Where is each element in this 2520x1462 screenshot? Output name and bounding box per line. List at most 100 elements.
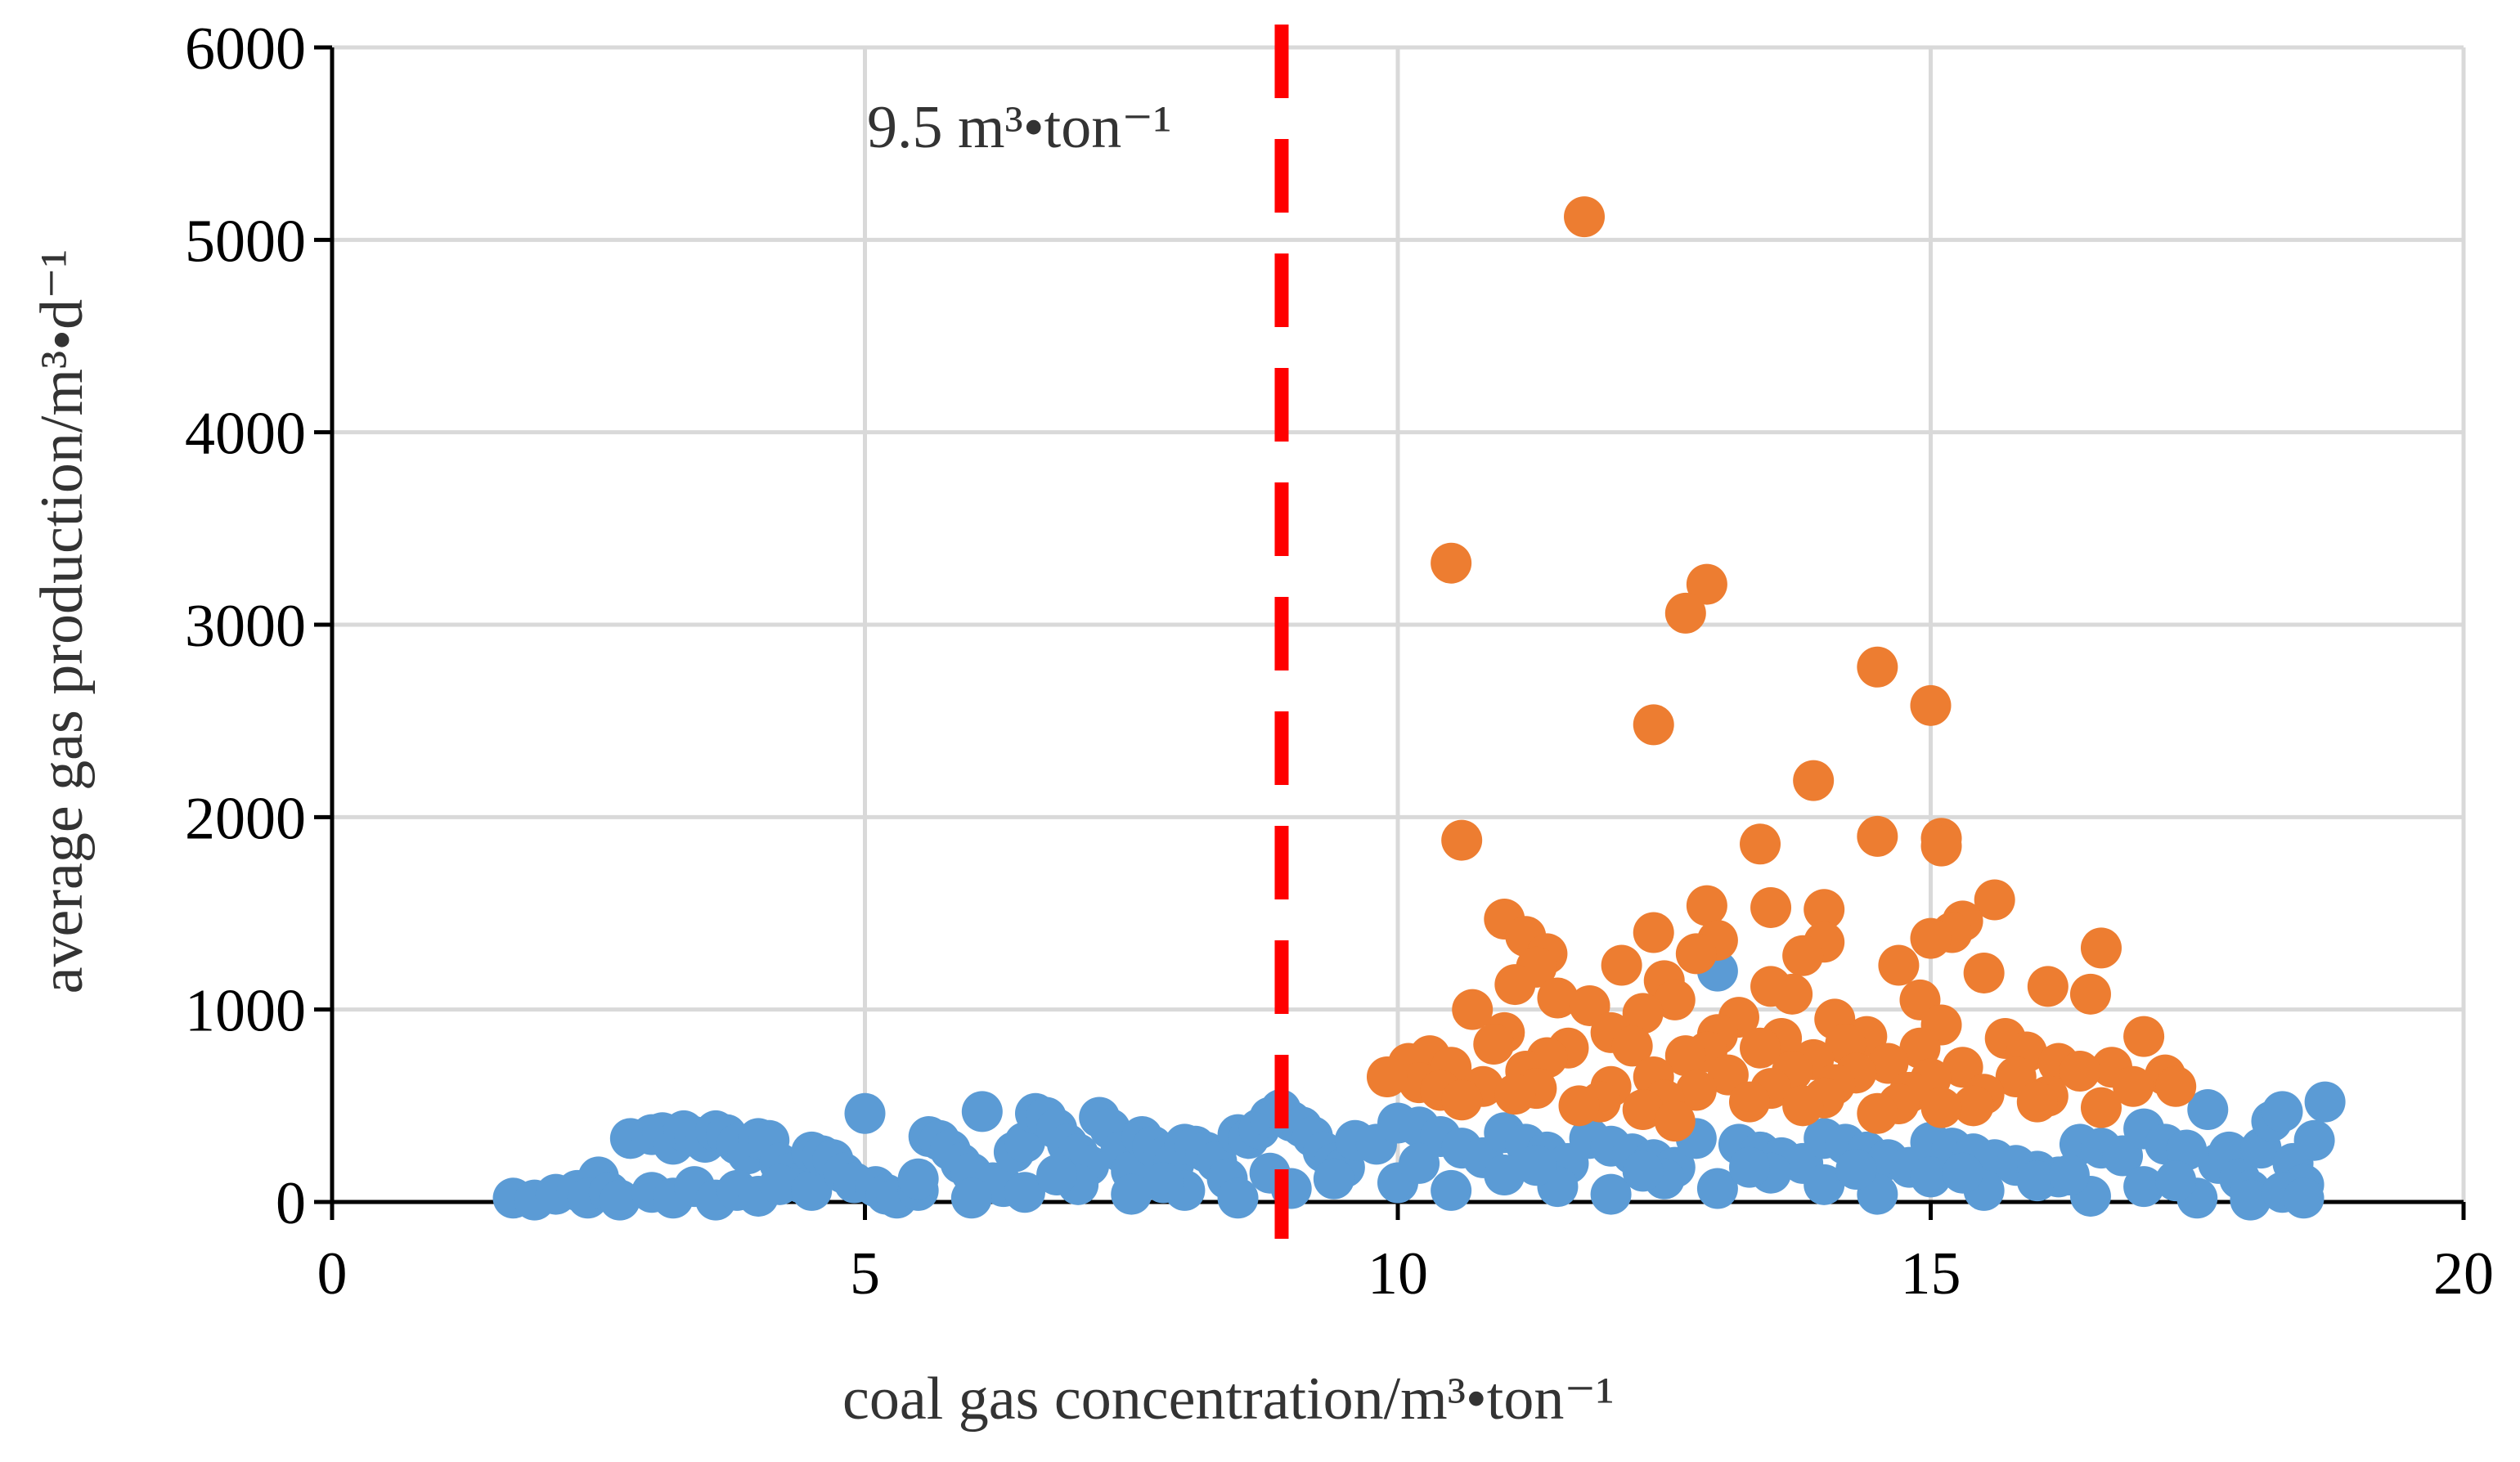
data-point <box>759 1164 801 1205</box>
x-tick-label: 10 <box>1368 1240 1428 1307</box>
y-tick-label: 6000 <box>185 16 306 83</box>
threshold-label: 9.5 m³•ton⁻¹ <box>867 94 1171 161</box>
y-axis-title: average gas production/m³•d⁻¹ <box>29 249 96 994</box>
data-point <box>2016 1160 2058 1202</box>
data-point <box>1036 1155 1078 1196</box>
data-point <box>1664 1035 1706 1077</box>
data-point <box>1740 1027 1781 1069</box>
data-point <box>1772 973 1813 1015</box>
data-point <box>1622 1089 1664 1131</box>
data-point <box>1728 1146 1770 1188</box>
data-point <box>1431 542 1472 584</box>
data-point <box>2080 927 2122 969</box>
y-gridlines <box>332 45 2464 1012</box>
data-point <box>1484 1155 1525 1196</box>
data-point <box>1952 1085 1994 1127</box>
data-point <box>1782 935 1824 976</box>
data-point <box>2155 1160 2197 1202</box>
y-tick-label: 1000 <box>185 978 306 1045</box>
data-point <box>1441 819 1483 861</box>
data-point <box>1686 563 1727 605</box>
data-point <box>1654 979 1696 1020</box>
data-point <box>1910 684 1952 726</box>
y-tick-label: 5000 <box>185 208 306 275</box>
data-point <box>1686 885 1727 926</box>
data-point <box>1696 1168 1738 1209</box>
data-point <box>2262 1091 2303 1132</box>
y-tick-label: 0 <box>276 1170 306 1237</box>
data-point <box>2016 1081 2058 1123</box>
data-point <box>2048 1155 2090 1196</box>
data-point <box>1516 1145 1557 1186</box>
x-tick-labels: 0 5 10 15 20 <box>317 1240 2495 1307</box>
x-tick-label: 20 <box>2433 1240 2494 1307</box>
x-axis-title: coal gas concentration/m³•ton⁻¹ <box>842 1366 1615 1433</box>
data-point <box>2304 1081 2346 1123</box>
x-tick-label: 0 <box>317 1240 348 1307</box>
x-tick-label: 15 <box>1901 1240 1961 1307</box>
data-point <box>844 1092 886 1134</box>
series-below-threshold <box>492 950 2346 1221</box>
data-point <box>2027 966 2069 1007</box>
y-tick-labels: 0 1000 2000 3000 4000 5000 6000 <box>185 16 306 1237</box>
data-point <box>2069 973 2111 1015</box>
data-point <box>1622 993 1664 1034</box>
data-point <box>2123 1016 2165 1057</box>
data-point <box>961 1091 1003 1132</box>
data-point <box>2230 1179 2271 1221</box>
data-point <box>1633 912 1674 953</box>
data-point <box>1399 1142 1440 1184</box>
data-point <box>1857 1092 1898 1134</box>
data-point <box>1857 646 1898 688</box>
data-point <box>1473 1024 1515 1065</box>
data-point <box>2059 1050 2100 1092</box>
data-point <box>1111 1173 1152 1215</box>
data-point <box>1857 815 1898 857</box>
data-point <box>1558 1085 1600 1127</box>
data-point <box>1590 1173 1632 1215</box>
data-point <box>1366 1056 1408 1098</box>
data-point <box>1452 989 1494 1030</box>
y-tick-label: 4000 <box>185 401 306 468</box>
data-point <box>1920 1087 1962 1128</box>
data-point <box>1740 823 1781 865</box>
data-point <box>1601 944 1642 986</box>
data-point <box>1537 977 1579 1019</box>
data-point <box>1494 1074 1536 1115</box>
data-point <box>1878 944 1920 986</box>
data-point <box>1217 1177 1259 1219</box>
data-point <box>2293 1119 2335 1161</box>
data-point <box>2166 1129 2208 1171</box>
data-point <box>1793 760 1835 801</box>
data-point <box>791 1169 833 1211</box>
data-point <box>1728 1081 1770 1123</box>
data-point <box>599 1179 640 1221</box>
data-point <box>2113 1065 2154 1107</box>
data-point <box>1804 889 1845 931</box>
data-point <box>1633 704 1674 746</box>
data-point <box>1782 1085 1824 1127</box>
data-point <box>2187 1089 2229 1131</box>
data-points <box>492 196 2346 1221</box>
data-point <box>1431 1169 1472 1211</box>
y-tick-label: 3000 <box>185 593 306 660</box>
data-point <box>2123 1166 2165 1208</box>
series-above-threshold <box>1366 196 2197 1142</box>
data-point <box>1750 886 1792 928</box>
y-tick-label: 2000 <box>185 785 306 852</box>
data-point <box>2155 1065 2197 1107</box>
data-point <box>1564 196 1606 238</box>
data-point <box>1910 917 1952 959</box>
data-point <box>2283 1177 2325 1219</box>
data-point <box>1675 1070 1717 1111</box>
data-point <box>1143 1162 1184 1204</box>
data-point <box>2080 1087 2122 1128</box>
data-point <box>1804 1164 1845 1205</box>
data-point <box>1920 825 1962 867</box>
x-tick-label: 5 <box>850 1240 880 1307</box>
data-point <box>1910 1156 1952 1198</box>
data-point <box>1494 964 1536 1006</box>
data-point <box>1654 1101 1696 1142</box>
data-point <box>1835 1148 1877 1190</box>
